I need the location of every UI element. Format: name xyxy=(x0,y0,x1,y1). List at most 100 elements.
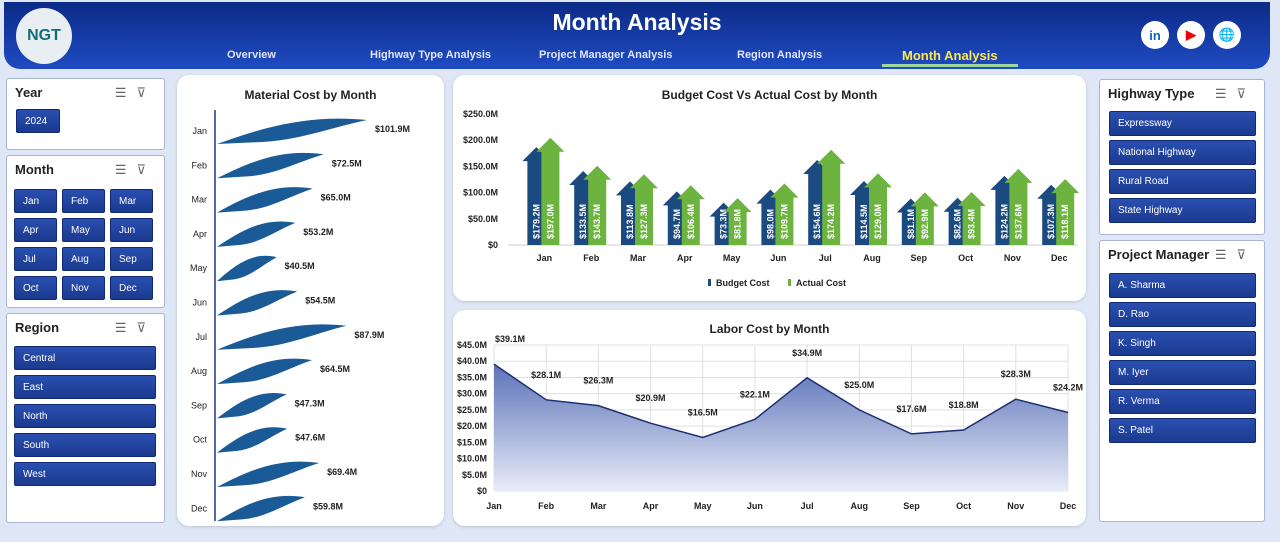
month-sep-button[interactable]: Sep xyxy=(110,247,153,271)
region-central-button[interactable]: Central xyxy=(14,346,156,370)
manager-asharma-button[interactable]: A. Sharma xyxy=(1109,273,1256,298)
data-label: $64.5M xyxy=(320,364,350,374)
data-label: $24.2M xyxy=(1053,382,1083,392)
globe-icon[interactable]: 🌐 xyxy=(1213,21,1241,49)
month-feb-button[interactable]: Feb xyxy=(62,189,105,213)
data-label: $69.4M xyxy=(327,467,357,477)
manager-spatel-button[interactable]: S. Patel xyxy=(1109,418,1256,443)
ngt-logo: NGT xyxy=(16,8,72,64)
data-label: $154.6M xyxy=(812,204,822,239)
category-label: Mar xyxy=(192,195,208,205)
x-tick-label: May xyxy=(694,501,712,511)
data-label: $107.3M xyxy=(1046,204,1056,239)
labor-chart-title: Labor Cost by Month xyxy=(709,322,830,336)
category-label: Jan xyxy=(192,126,207,136)
x-tick-label: Jan xyxy=(486,501,502,511)
project-manager-slicer: Project Manager ☰⊽ A. Sharma D. Rao K. Sin… xyxy=(1099,240,1265,522)
data-label: $28.3M xyxy=(1001,369,1031,379)
x-tick-label: Sep xyxy=(911,253,928,263)
x-tick-label: Jul xyxy=(801,501,814,511)
month-jan-button[interactable]: Jan xyxy=(14,189,57,213)
material-bar xyxy=(217,427,288,453)
data-label: $28.1M xyxy=(531,370,561,380)
nav-month-analysis[interactable]: Month Analysis xyxy=(882,48,1018,67)
linkedin-icon[interactable]: in xyxy=(1141,21,1169,49)
region-north-button[interactable]: North xyxy=(14,404,156,428)
manager-drao-button[interactable]: D. Rao xyxy=(1109,302,1256,327)
manager-miyer-button[interactable]: M. Iyer xyxy=(1109,360,1256,385)
data-label: $25.0M xyxy=(844,380,874,390)
x-tick-label: May xyxy=(723,253,741,263)
highway-state-highway-button[interactable]: State Highway xyxy=(1109,198,1256,223)
multiselect-filter-icons[interactable]: ☰⊽ xyxy=(114,162,156,177)
year-2024-button[interactable]: 2024 xyxy=(16,109,60,133)
x-tick-label: Feb xyxy=(583,253,600,263)
data-label: $54.5M xyxy=(305,296,335,306)
month-mar-button[interactable]: Mar xyxy=(110,189,153,213)
x-tick-label: Nov xyxy=(1007,501,1024,511)
y-tick-label: $250.0M xyxy=(463,109,498,119)
data-label: $133.5M xyxy=(578,204,588,239)
youtube-icon[interactable]: ▶ xyxy=(1177,21,1205,49)
highway-rural-road-button[interactable]: Rural Road xyxy=(1109,169,1256,194)
data-label: $124.2M xyxy=(999,204,1009,239)
actual-cost-bar xyxy=(770,183,799,245)
month-apr-button[interactable]: Apr xyxy=(14,218,57,242)
data-label: $174.2M xyxy=(826,204,836,239)
nav-highway-type-analysis[interactable]: Highway Type Analysis xyxy=(370,49,492,61)
multiselect-filter-icons[interactable]: ☰⊽ xyxy=(1214,86,1256,101)
data-label: $73.3M xyxy=(719,209,729,239)
category-label: Sep xyxy=(191,400,207,410)
data-label: $17.6M xyxy=(896,404,926,414)
labor-cost-card: Labor Cost by Month $0 $5.0M $10.0M $15.0M $… xyxy=(453,310,1086,526)
month-oct-button[interactable]: Oct xyxy=(14,276,57,300)
month-title: Month xyxy=(15,162,54,177)
actual-cost-bar xyxy=(864,173,892,245)
data-label: $101.9M xyxy=(375,124,410,134)
y-tick-label: $10.0M xyxy=(457,454,487,464)
material-cost-card: Material Cost by Month Jan $101.9M Feb $72.… xyxy=(177,75,444,526)
material-bar xyxy=(217,290,298,316)
material-bar xyxy=(217,392,287,419)
x-tick-label: Oct xyxy=(956,501,971,511)
category-label: Oct xyxy=(193,435,208,445)
year-slicer: Year ☰⊽ 2024 xyxy=(6,78,165,150)
actual-cost-bar xyxy=(1051,179,1080,245)
month-may-button[interactable]: May xyxy=(62,218,105,242)
nav-overview[interactable]: Overview xyxy=(227,49,276,61)
month-aug-button[interactable]: Aug xyxy=(62,247,105,271)
data-label: $94.7M xyxy=(672,209,682,239)
data-label: $40.5M xyxy=(285,261,315,271)
region-east-button[interactable]: East xyxy=(14,375,156,399)
region-south-button[interactable]: South xyxy=(14,433,156,457)
month-jun-button[interactable]: Jun xyxy=(110,218,153,242)
highway-expressway-button[interactable]: Expressway xyxy=(1109,111,1256,136)
data-label: $137.6M xyxy=(1013,204,1023,239)
month-dec-button[interactable]: Dec xyxy=(110,276,153,300)
data-label: $118.1M xyxy=(1060,204,1070,239)
nav-region-analysis[interactable]: Region Analysis xyxy=(737,49,823,61)
month-jul-button[interactable]: Jul xyxy=(14,247,57,271)
budget-actual-card: Budget Cost Vs Actual Cost by Month $0 $5… xyxy=(453,75,1086,301)
labor-area xyxy=(494,364,1068,491)
nav-project-manager-analysis[interactable]: Project Manager Analysis xyxy=(539,49,673,61)
region-title: Region xyxy=(15,320,60,335)
actual-cost-bar xyxy=(957,192,986,245)
manager-rverma-button[interactable]: R. Verma xyxy=(1109,389,1256,414)
region-west-button[interactable]: West xyxy=(14,462,156,486)
material-chart-title: Material Cost by Month xyxy=(244,88,377,102)
category-label: Jul xyxy=(195,332,207,342)
multiselect-filter-icons[interactable]: ☰⊽ xyxy=(114,85,156,100)
highway-national-highway-button[interactable]: National Highway xyxy=(1109,140,1256,165)
material-bar xyxy=(217,152,324,179)
month-nov-button[interactable]: Nov xyxy=(62,276,105,300)
x-tick-label: Mar xyxy=(630,253,647,263)
actual-cost-bar xyxy=(817,149,846,245)
manager-ksingh-button[interactable]: K. Singh xyxy=(1109,331,1256,356)
multiselect-filter-icons[interactable]: ☰⊽ xyxy=(114,320,156,335)
x-tick-label: Nov xyxy=(1004,253,1021,263)
x-tick-label: Dec xyxy=(1060,501,1077,511)
project-manager-title: Project Manager xyxy=(1108,247,1210,262)
multiselect-filter-icons[interactable]: ☰⊽ xyxy=(1214,247,1256,262)
data-label: $47.3M xyxy=(295,398,325,408)
